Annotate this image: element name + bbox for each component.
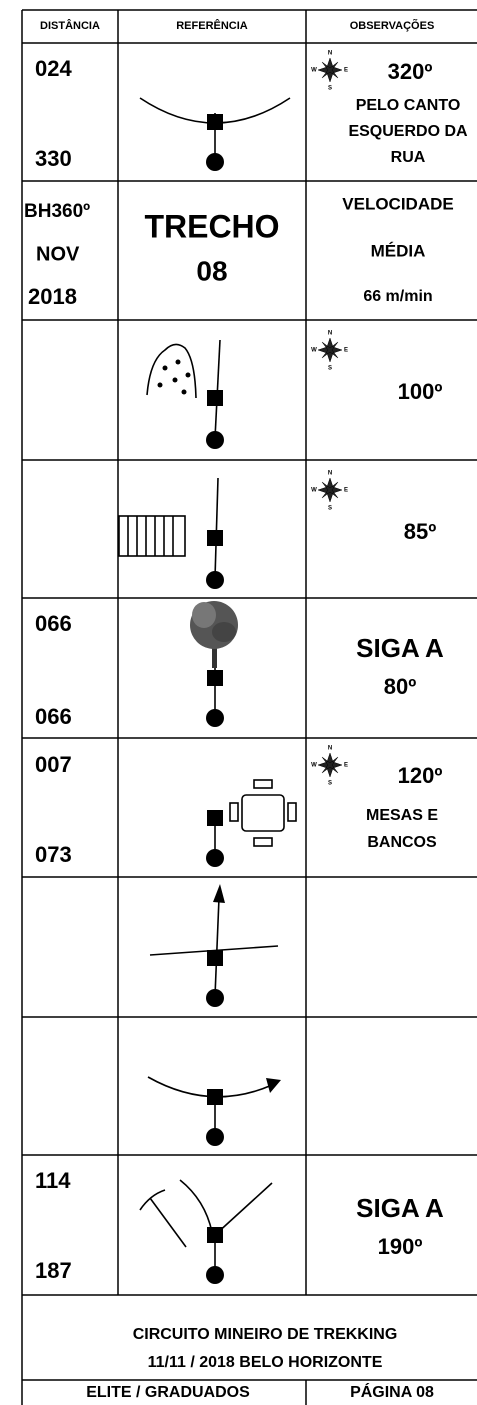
distance: 066 xyxy=(35,704,72,729)
compass-star xyxy=(317,57,343,83)
distance-brand: BH360º xyxy=(24,201,90,222)
compass-label: N xyxy=(328,331,332,337)
compass-label: E xyxy=(344,348,348,354)
distance: 187 xyxy=(35,1258,72,1283)
distance: 066 xyxy=(35,611,72,636)
observation: PELO CANTO xyxy=(356,97,461,114)
footer-line: 11/11 / 2018 BELO HORIZONTE xyxy=(148,1354,383,1371)
distance: 073 xyxy=(35,842,72,867)
footer-page: PÁGINA 08 xyxy=(350,1382,434,1401)
observation: VELOCIDADE xyxy=(342,194,453,213)
compass-label: W xyxy=(311,348,317,354)
compass-rose: N S W E xyxy=(311,746,348,787)
distance: 114 xyxy=(35,1168,71,1193)
column-header: DISTÂNCIA xyxy=(40,19,100,32)
compass-label: W xyxy=(311,763,317,769)
compass-star xyxy=(317,752,343,778)
observation: RUA xyxy=(391,149,426,166)
compass-label: S xyxy=(328,506,332,512)
reference-drawings xyxy=(118,97,297,1284)
compass-label: E xyxy=(344,488,348,494)
observation: MÉDIA xyxy=(371,241,426,260)
section-title: TRECHO xyxy=(144,208,279,244)
observation: 66 m/min xyxy=(363,288,432,305)
distance: 330 xyxy=(35,146,72,171)
compass-label: S xyxy=(328,86,332,92)
compass-label: N xyxy=(328,471,332,477)
distance: 2018 xyxy=(28,284,77,309)
compass-rose: N S W E xyxy=(311,331,348,372)
bearing: 85º xyxy=(404,519,437,544)
compass-label: N xyxy=(328,746,332,752)
bearing: 80º xyxy=(384,674,417,699)
compass-label: S xyxy=(328,781,332,787)
footer-category: ELITE / GRADUADOS xyxy=(86,1384,250,1401)
instruction: SIGA A xyxy=(356,633,444,663)
compass-label: E xyxy=(344,763,348,769)
compass-label: E xyxy=(344,68,348,74)
compass-label: S xyxy=(328,366,332,372)
column-header: REFERÊNCIA xyxy=(176,19,248,32)
compass-rose: N S W E xyxy=(311,51,348,92)
bearing: 100º xyxy=(398,379,443,404)
column-header: OBSERVAÇÕES xyxy=(350,19,435,32)
compass-label: N xyxy=(328,51,332,57)
distance: NOV xyxy=(36,243,80,265)
compass-rose: N S W E xyxy=(311,471,348,512)
compass-label: W xyxy=(311,68,317,74)
distance: 007 xyxy=(35,752,72,777)
footer-line: CIRCUITO MINEIRO DE TREKKING xyxy=(133,1326,398,1343)
table-frame xyxy=(21,9,477,1405)
compass-label: W xyxy=(311,488,317,494)
compass-star xyxy=(317,477,343,503)
observation: ESQUERDO DA xyxy=(348,123,468,140)
distance: 024 xyxy=(35,56,72,81)
section-title: 08 xyxy=(196,255,227,286)
compass-star xyxy=(317,337,343,363)
bearing: 320º xyxy=(388,59,433,84)
bearing: 120º xyxy=(398,763,443,788)
bearing: 190º xyxy=(378,1234,423,1259)
instruction: SIGA A xyxy=(356,1193,444,1223)
observation: BANCOS xyxy=(367,834,437,851)
observation: MESAS E xyxy=(366,807,438,824)
